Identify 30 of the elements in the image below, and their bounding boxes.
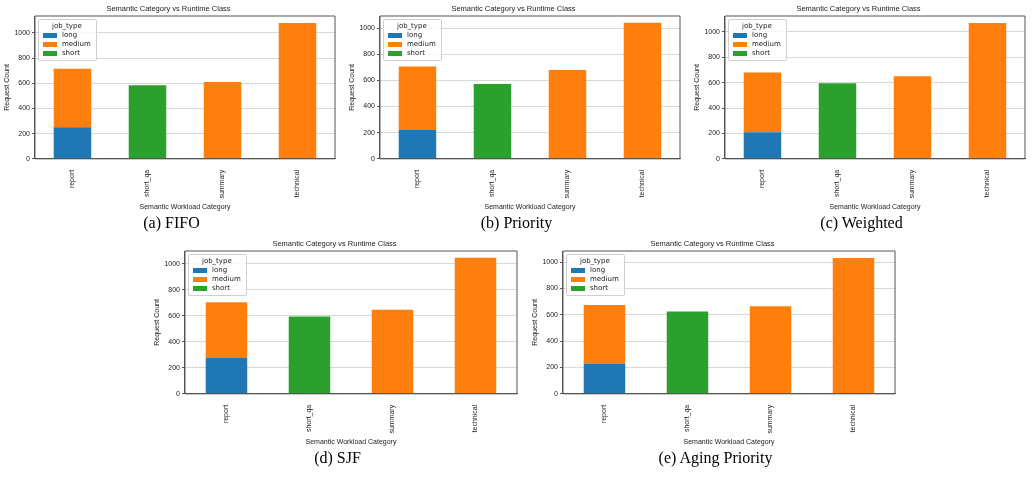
bar <box>968 22 1007 159</box>
bar <box>832 257 875 394</box>
bar <box>743 132 782 159</box>
bar <box>205 358 248 394</box>
bar <box>749 306 792 394</box>
bar <box>128 85 167 159</box>
bar <box>818 83 857 159</box>
bar <box>398 130 437 159</box>
bar <box>583 304 626 364</box>
bar <box>288 316 331 394</box>
bar <box>371 309 414 394</box>
bar <box>893 76 932 159</box>
bar <box>666 311 709 394</box>
bar <box>548 69 587 159</box>
bar <box>398 66 437 131</box>
bar <box>454 257 497 394</box>
bar <box>205 302 248 359</box>
bar <box>53 127 92 159</box>
bar <box>53 68 92 128</box>
text: (b) Priority <box>479 214 554 232</box>
bar <box>583 363 626 394</box>
bar <box>623 22 662 159</box>
text: (c) Weighted <box>819 214 904 232</box>
text: (a) FIFO <box>142 214 201 232</box>
bar <box>278 22 317 159</box>
text: (e) Aging Priority <box>657 449 774 467</box>
bar <box>743 72 782 133</box>
bar <box>203 82 242 159</box>
bar <box>473 84 512 159</box>
text: (d) SJF <box>313 449 362 467</box>
